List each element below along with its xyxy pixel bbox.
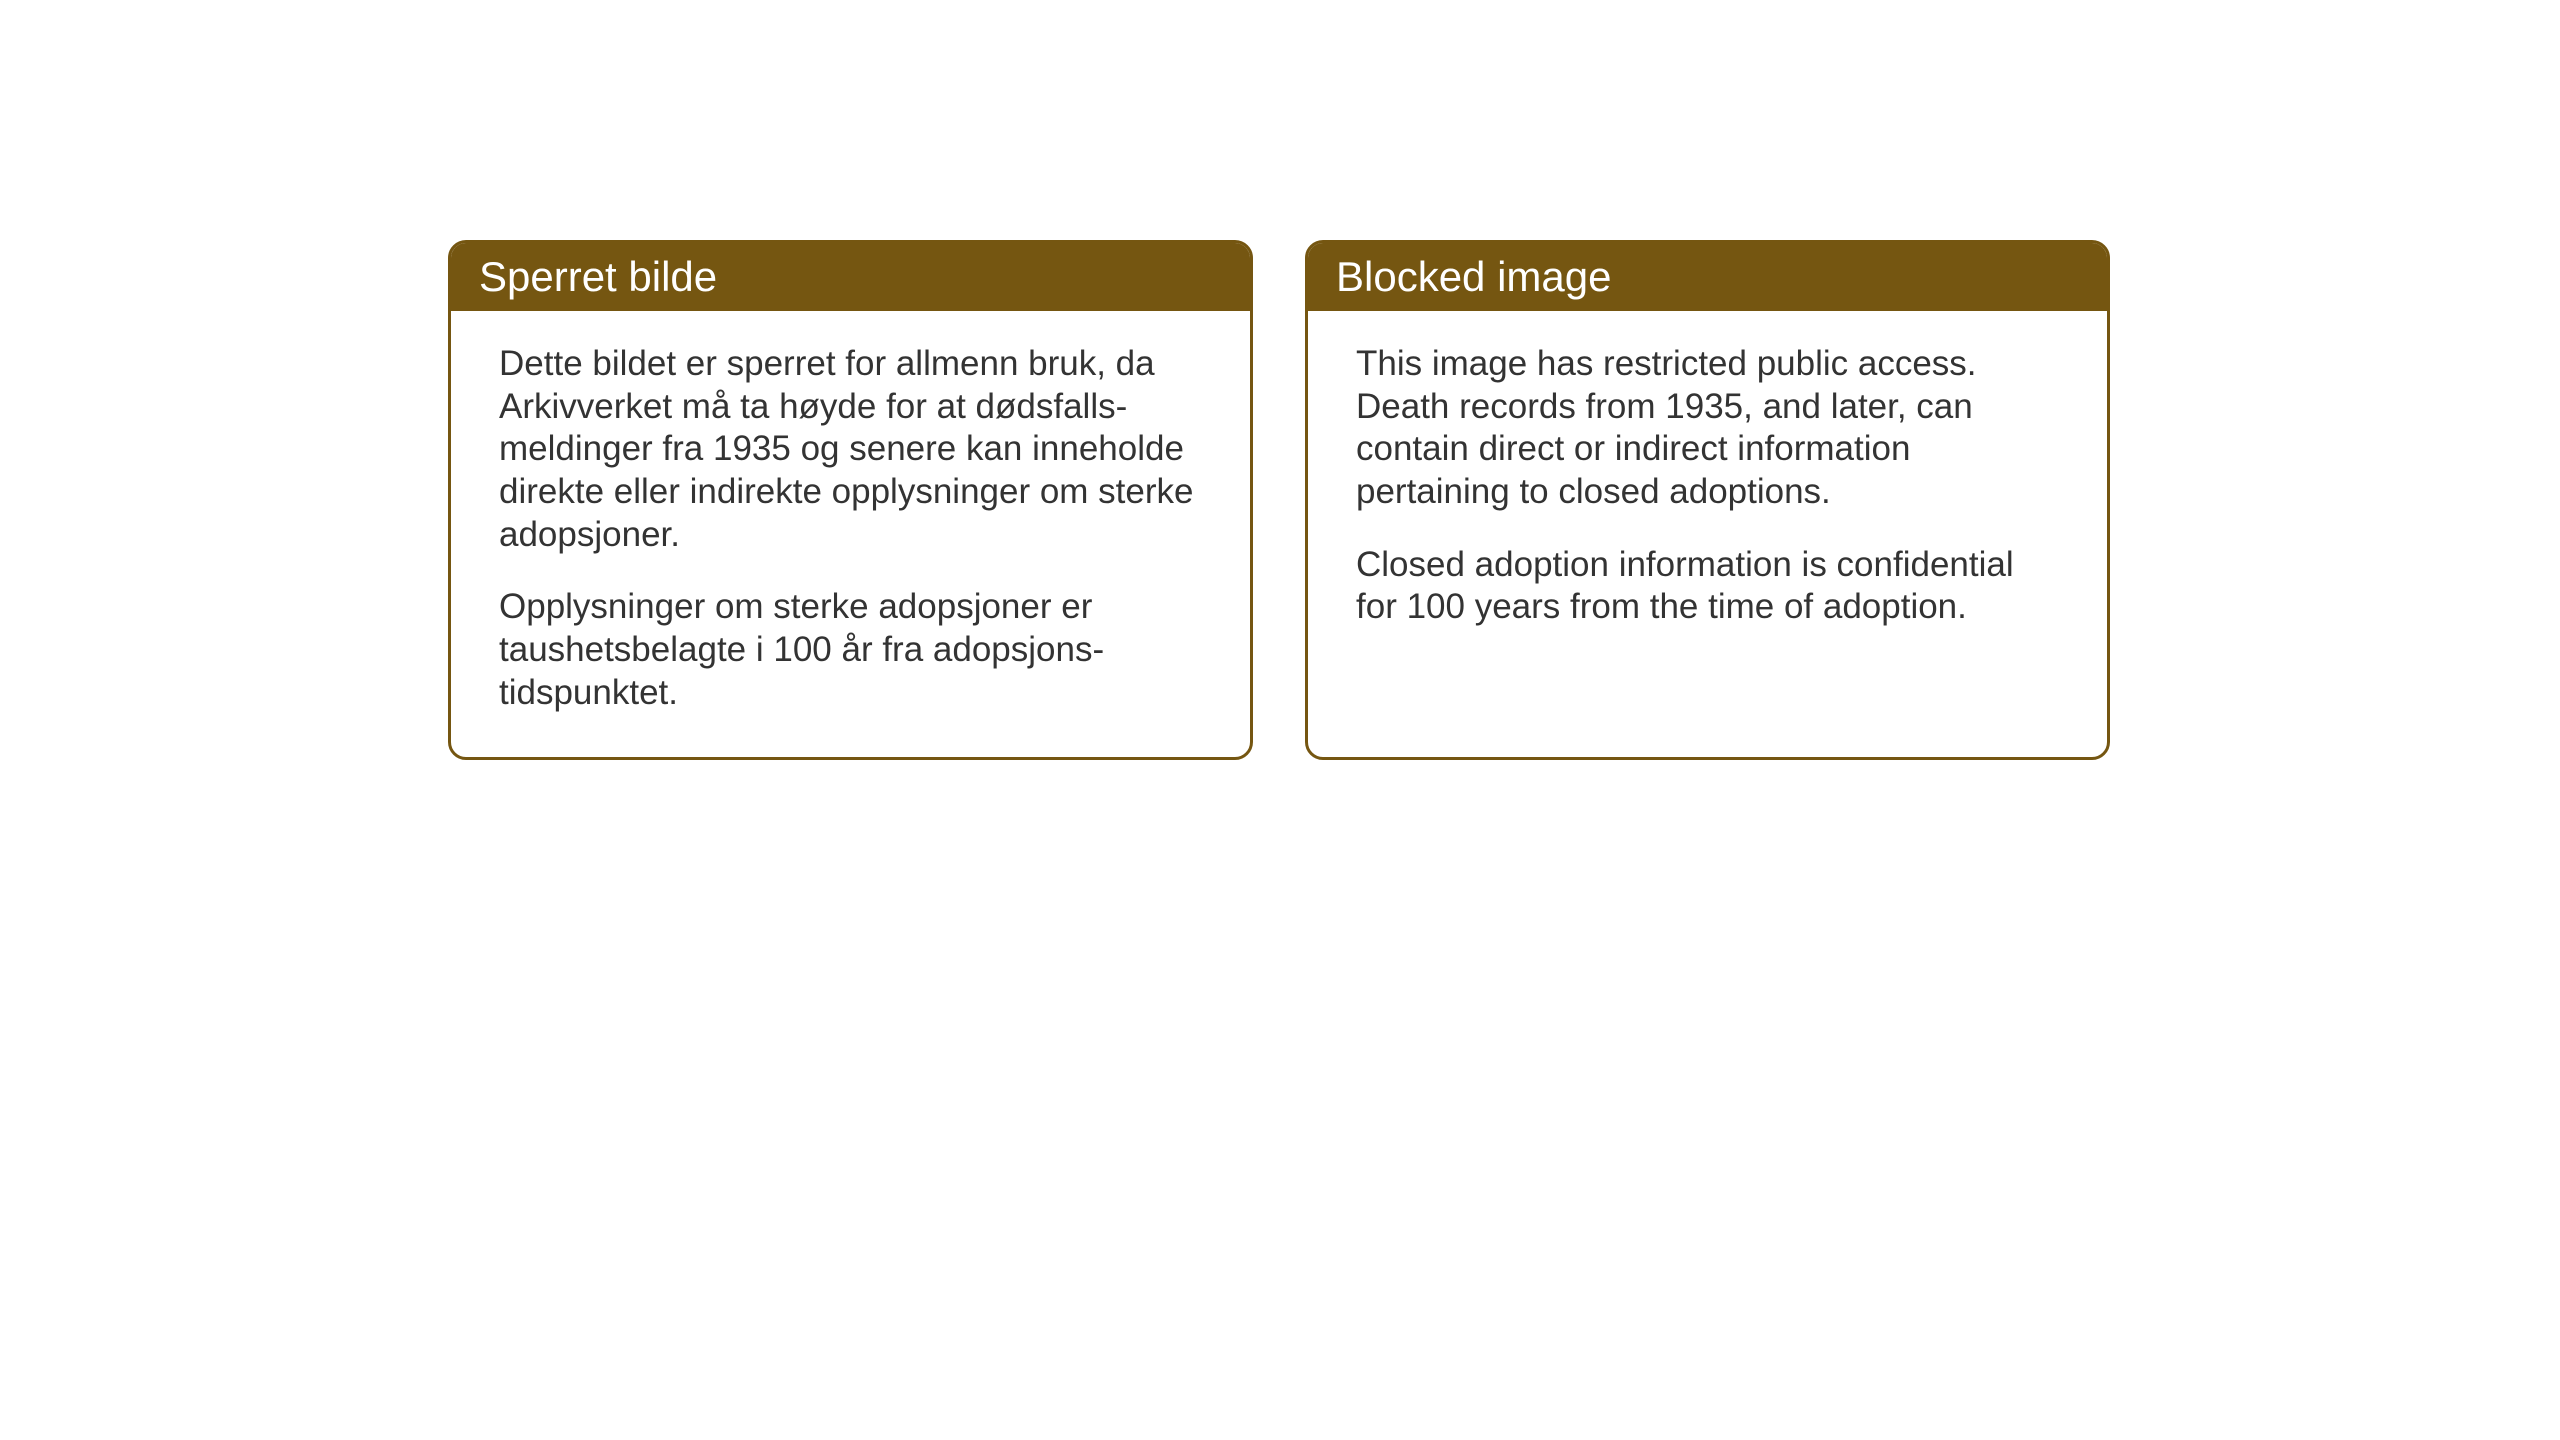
english-card-body: This image has restricted public access.… xyxy=(1308,311,2107,671)
english-card: Blocked image This image has restricted … xyxy=(1305,240,2110,760)
english-card-title: Blocked image xyxy=(1336,253,1611,300)
english-card-header: Blocked image xyxy=(1308,243,2107,311)
card-container: Sperret bilde Dette bildet er sperret fo… xyxy=(448,240,2110,760)
norwegian-card: Sperret bilde Dette bildet er sperret fo… xyxy=(448,240,1253,760)
english-paragraph-2: Closed adoption information is confident… xyxy=(1356,544,2059,629)
norwegian-paragraph-1: Dette bildet er sperret for allmenn bruk… xyxy=(499,343,1202,556)
norwegian-card-title: Sperret bilde xyxy=(479,253,717,300)
english-paragraph-1: This image has restricted public access.… xyxy=(1356,343,2059,514)
norwegian-card-header: Sperret bilde xyxy=(451,243,1250,311)
norwegian-card-body: Dette bildet er sperret for allmenn bruk… xyxy=(451,311,1250,757)
norwegian-paragraph-2: Opplysninger om sterke adopsjoner er tau… xyxy=(499,586,1202,714)
